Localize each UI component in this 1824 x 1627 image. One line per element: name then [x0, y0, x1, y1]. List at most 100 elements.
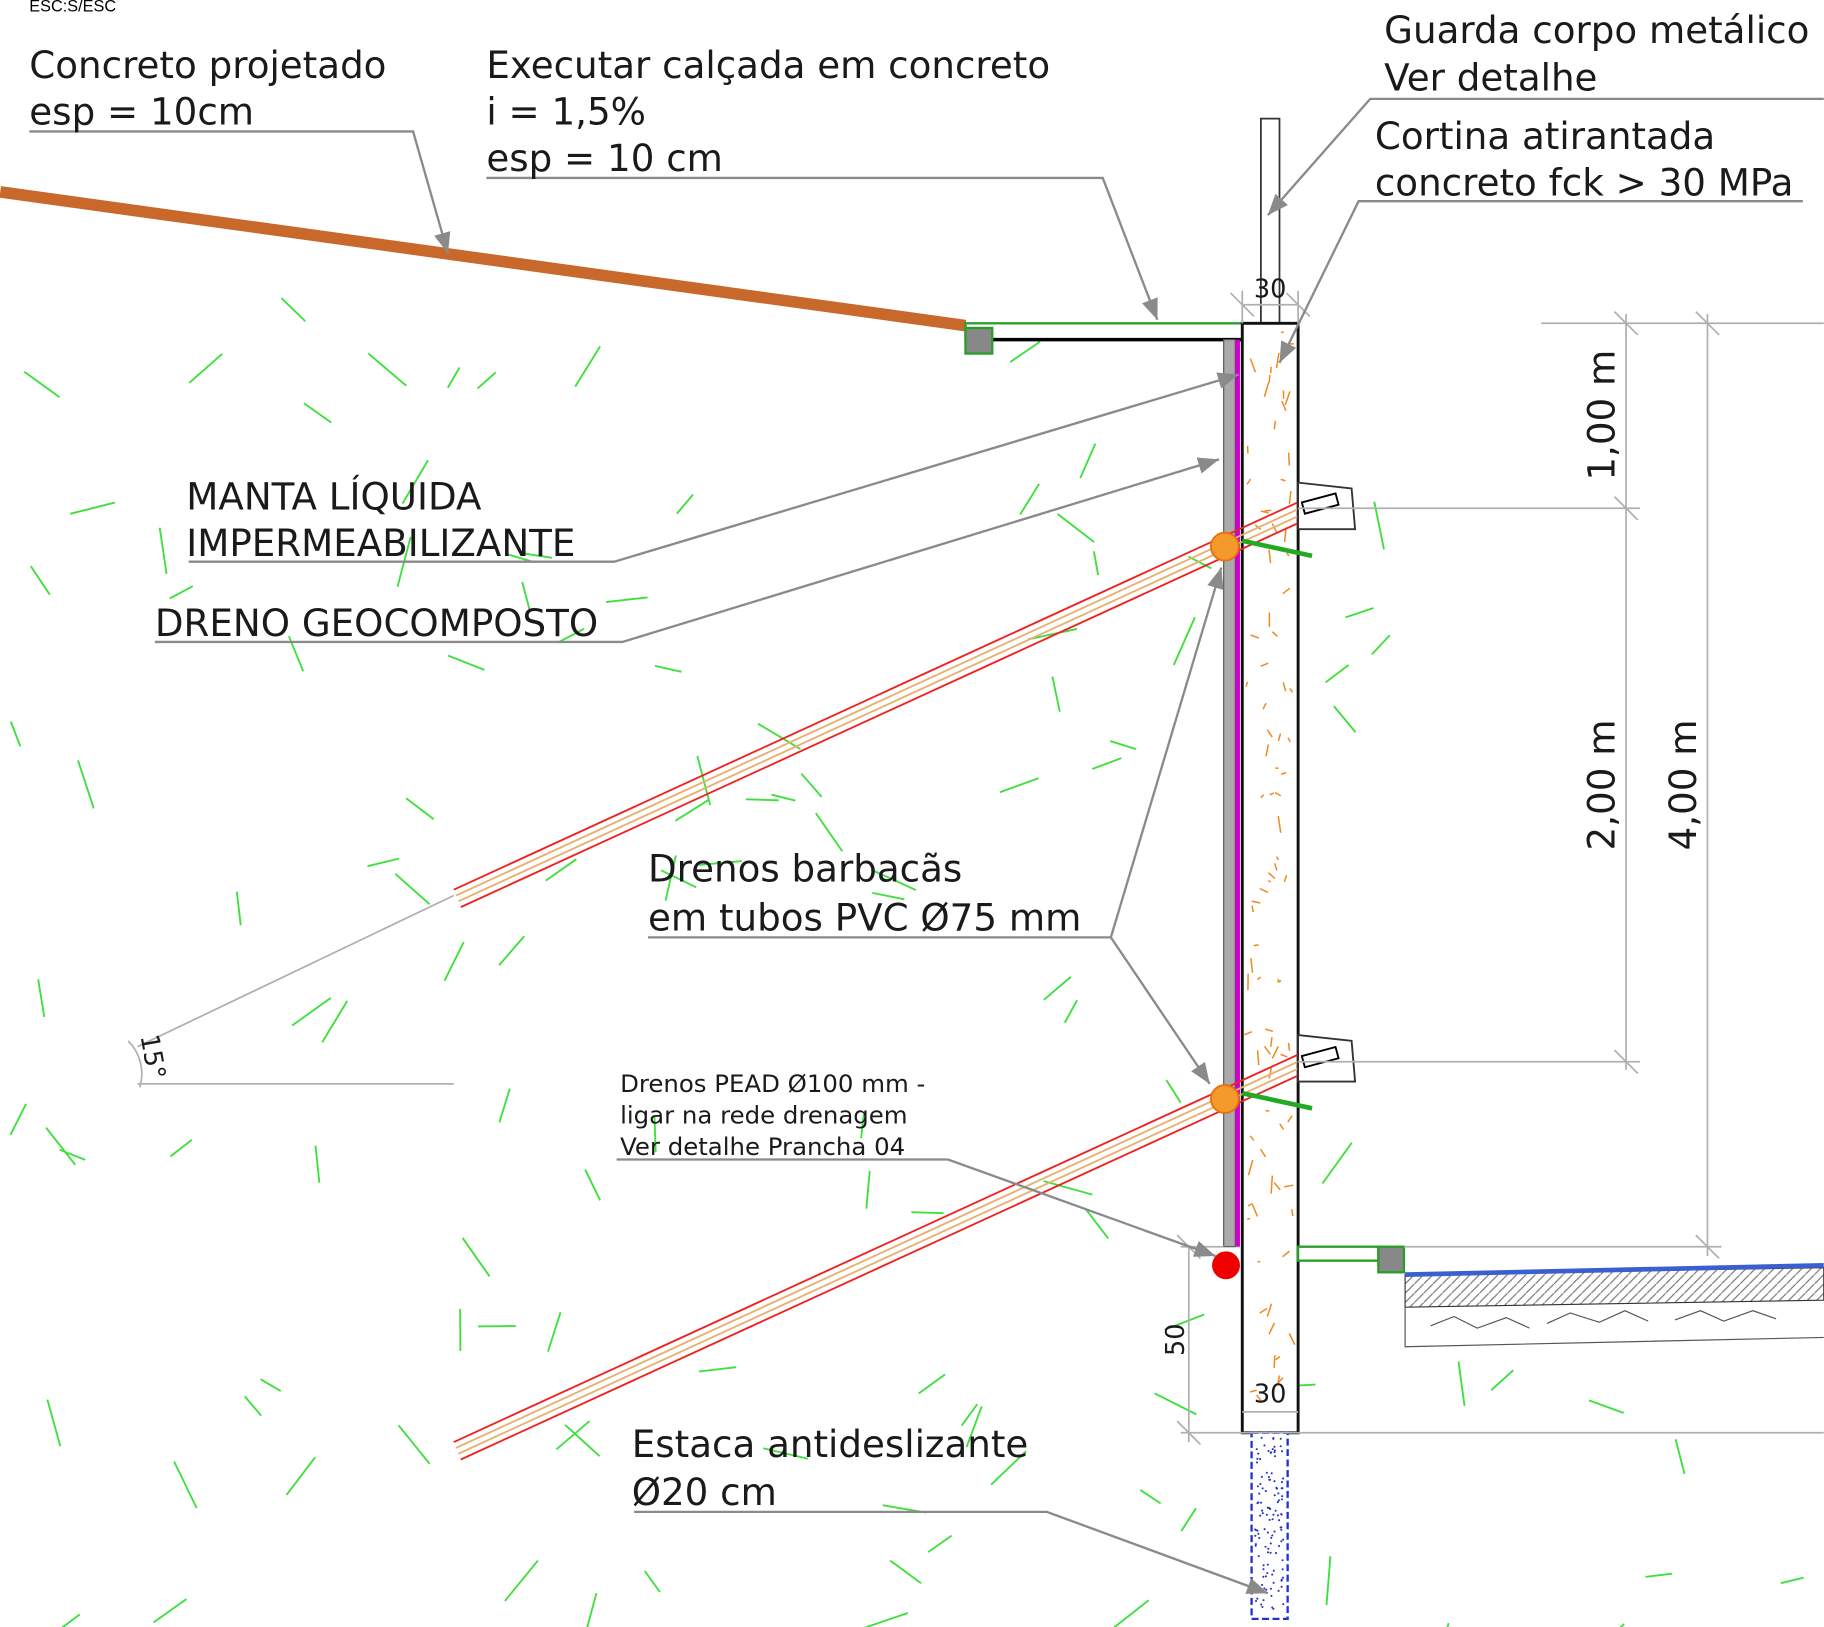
label: esp = 10cm — [29, 89, 254, 133]
texture-mark — [446, 367, 461, 389]
texture-mark — [1254, 1529, 1257, 1532]
texture-mark — [1180, 1507, 1197, 1532]
shotcrete — [0, 186, 967, 332]
pead-drain — [1212, 1251, 1240, 1280]
texture-mark — [1266, 1563, 1269, 1566]
texture-mark — [1261, 1509, 1264, 1512]
texture-mark — [1270, 1175, 1274, 1194]
texture-mark — [235, 891, 242, 926]
texture-mark — [1277, 978, 1281, 983]
texture-mark — [1282, 587, 1291, 595]
dimension: 30 — [1254, 1380, 1287, 1410]
texture-mark — [1282, 1603, 1285, 1606]
lower-curb — [1377, 1245, 1406, 1274]
texture-mark — [1280, 772, 1287, 775]
label: Concreto projetado — [29, 43, 386, 87]
texture-mark — [1277, 815, 1282, 833]
texture-mark — [1263, 1587, 1266, 1590]
texture-mark — [815, 812, 844, 852]
texture-mark — [1267, 1547, 1270, 1550]
texture-mark — [1251, 900, 1261, 904]
leaders — [29, 97, 1824, 1595]
wall-texture — [1244, 331, 1296, 1404]
texture-mark — [1256, 1502, 1259, 1505]
texture-mark — [1251, 1203, 1259, 1217]
texture-mark — [1270, 1594, 1273, 1597]
dimension: 30 — [1254, 275, 1287, 305]
dimension-lines — [127, 290, 1824, 1446]
texture-mark — [59, 1148, 86, 1161]
texture-mark — [1780, 1576, 1804, 1585]
texture-mark — [1286, 552, 1290, 557]
texture-mark — [1446, 1622, 1450, 1627]
texture-mark — [285, 1456, 316, 1496]
label: concreto fck > 30 MPa — [1375, 160, 1794, 204]
texture-mark — [1276, 1501, 1279, 1504]
anchor-bottom — [453, 1034, 1357, 1461]
texture-mark — [557, 628, 585, 644]
texture-mark — [1267, 1450, 1270, 1453]
texture-mark — [1280, 1578, 1283, 1581]
label: Drenos PEAD Ø100 mm - — [620, 1069, 925, 1098]
texture-mark — [1272, 1581, 1275, 1584]
label: IMPERMEABILIZANTE — [186, 521, 575, 565]
texture-mark — [1253, 944, 1259, 947]
texture-mark — [1260, 1603, 1263, 1606]
label: DRENO GEOCOMPOSTO — [155, 601, 598, 645]
texture-mark — [1139, 1489, 1162, 1505]
texture-mark — [1085, 1208, 1110, 1240]
texture-mark — [1261, 1487, 1264, 1490]
texture-mark — [1268, 549, 1272, 564]
texture-mark — [1280, 1481, 1284, 1484]
texture-mark — [745, 798, 779, 802]
texture-mark — [1287, 1115, 1293, 1123]
texture-mark — [1267, 1476, 1270, 1479]
texture-mark — [1271, 1534, 1274, 1537]
curb — [964, 326, 994, 355]
texture-mark — [1287, 452, 1291, 466]
texture-mark — [1266, 1303, 1273, 1317]
texture-mark — [1271, 1046, 1279, 1059]
texture-mark — [1279, 1123, 1285, 1130]
texture-mark — [1249, 358, 1257, 373]
texture-mark — [1269, 792, 1275, 796]
texture-mark — [1266, 1572, 1269, 1575]
texture-mark — [1270, 1472, 1273, 1475]
texture-mark — [153, 1598, 188, 1624]
texture-mark — [1266, 1531, 1270, 1534]
texture-mark — [169, 585, 194, 600]
texture-mark — [1264, 1490, 1267, 1493]
lower-sidewalk — [1296, 1245, 1380, 1262]
texture-mark — [1259, 1482, 1262, 1486]
texture-mark — [698, 1366, 737, 1373]
texture-mark — [1275, 352, 1280, 369]
texture-mark — [654, 664, 682, 673]
texture-mark — [1260, 1436, 1263, 1439]
texture-mark — [1259, 1501, 1263, 1504]
texture-mark — [1260, 510, 1269, 514]
texture-mark — [1272, 1569, 1275, 1572]
label: Ø20 cm — [632, 1470, 777, 1514]
texture-mark — [1244, 1031, 1253, 1036]
texture-mark — [1282, 1538, 1285, 1541]
texture-mark — [1246, 478, 1252, 485]
texture-mark — [1272, 1437, 1275, 1440]
texture-mark — [443, 941, 465, 982]
texture-mark — [1262, 702, 1267, 710]
texture-mark — [1271, 1573, 1274, 1576]
texture-mark — [1259, 1307, 1268, 1314]
texture-mark — [1281, 400, 1287, 411]
texture-mark — [1250, 958, 1254, 973]
texture-mark — [1254, 1534, 1257, 1537]
label: i = 1,5% — [486, 89, 646, 133]
texture-mark — [1256, 1457, 1259, 1460]
texture-mark — [1277, 1492, 1280, 1495]
texture-mark — [757, 722, 801, 750]
texture-mark — [1263, 381, 1270, 398]
texture-mark — [1247, 1203, 1253, 1207]
texture-mark — [1043, 1180, 1093, 1196]
texture-mark — [1264, 1575, 1268, 1578]
texture-mark — [1280, 1053, 1288, 1058]
texture-mark — [1259, 887, 1269, 894]
